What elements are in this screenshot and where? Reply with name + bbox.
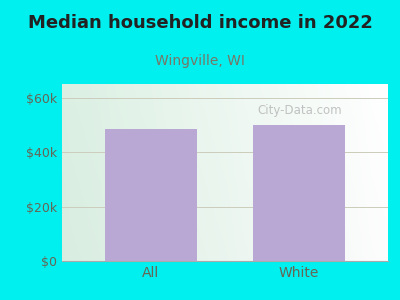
Bar xyxy=(253,125,345,261)
Text: Median household income in 2022: Median household income in 2022 xyxy=(28,14,372,32)
Text: City-Data.com: City-Data.com xyxy=(258,104,342,117)
Bar xyxy=(105,129,197,261)
Text: Wingville, WI: Wingville, WI xyxy=(155,54,245,68)
